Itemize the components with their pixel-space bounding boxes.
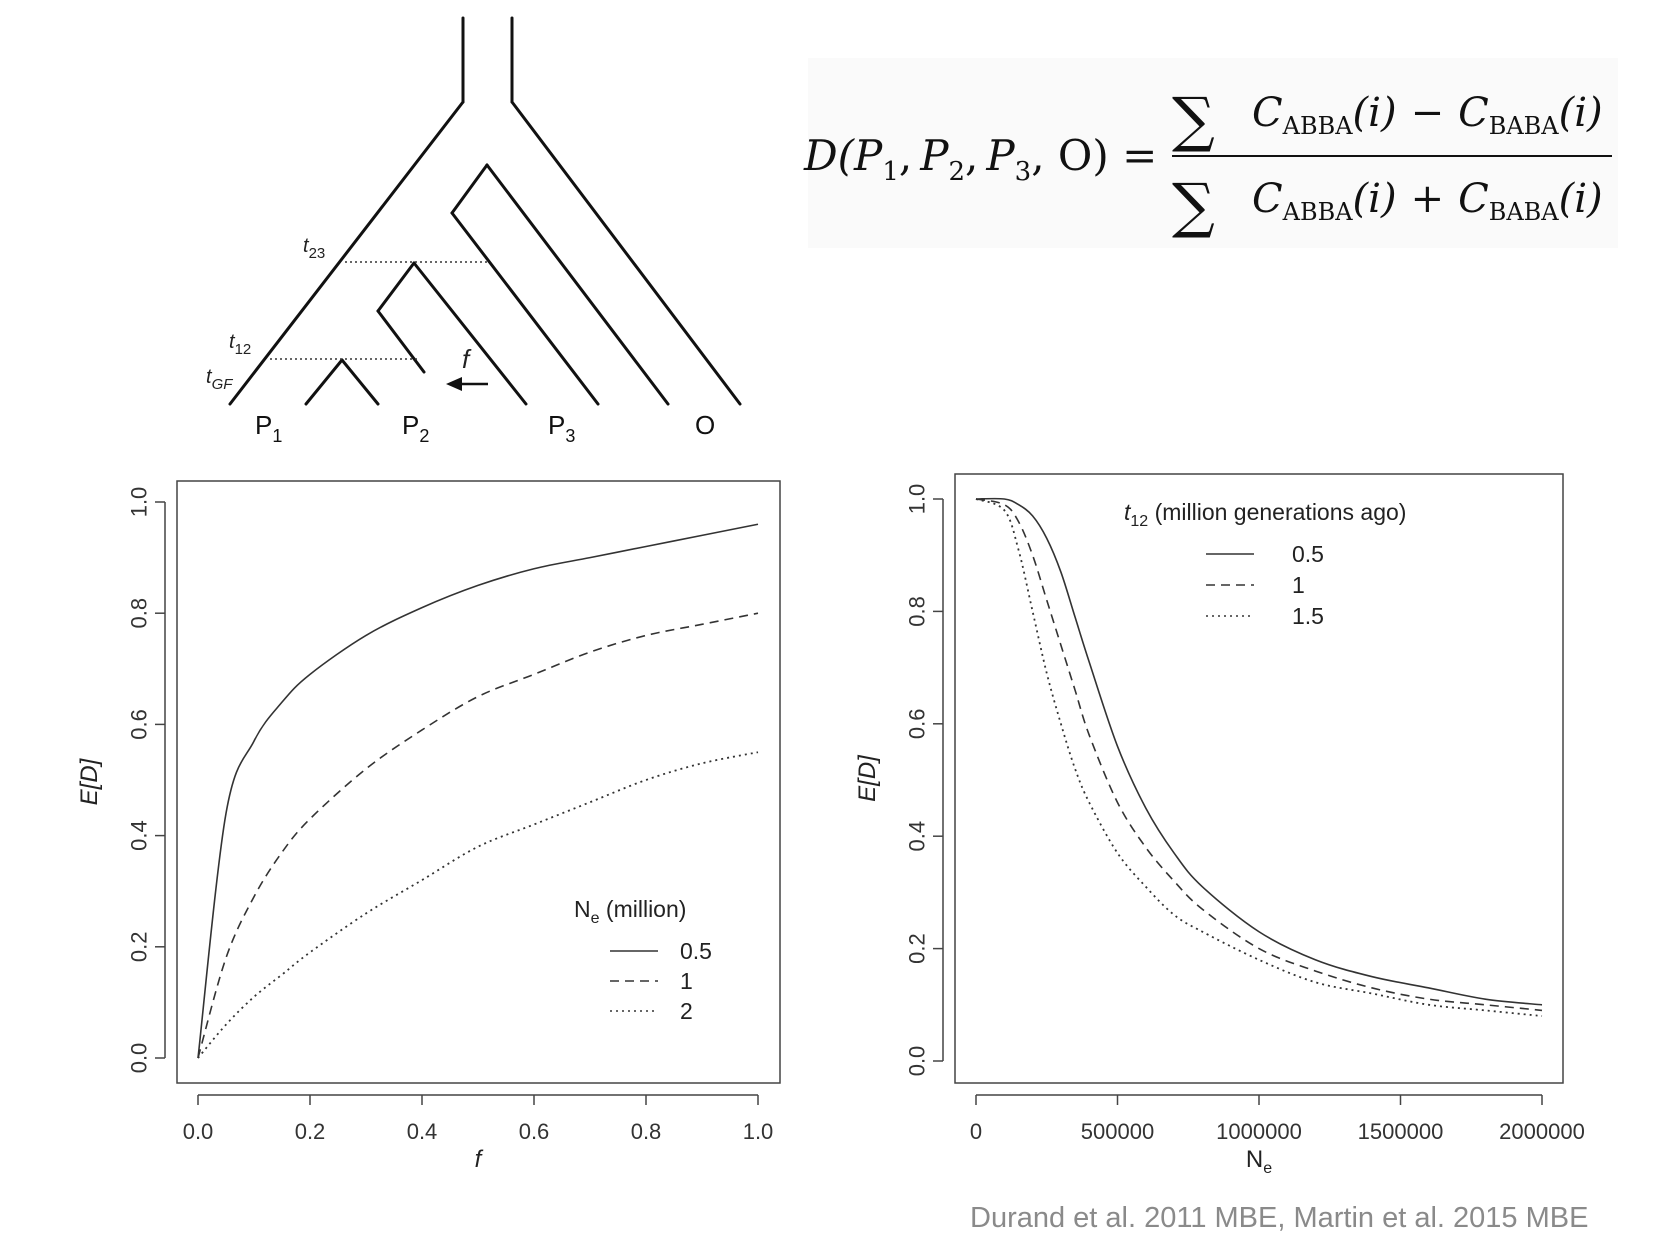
chart2-legend: t12 (million generations ago) 0.5 1 1.5 bbox=[1124, 499, 1406, 629]
chart1-legend-title: Ne (million) bbox=[574, 896, 686, 927]
tip-label-p3: P3 bbox=[548, 410, 575, 446]
chart2-y-axis-label: E[D] bbox=[854, 754, 881, 802]
legend-label-1: 1 bbox=[680, 968, 693, 994]
tip-labels: P1 P2 P3 O bbox=[255, 410, 715, 446]
legend-label-0.5: 0.5 bbox=[680, 938, 712, 964]
time-labels: t23 t12 tGF bbox=[206, 235, 325, 393]
tip-label-p2: P2 bbox=[402, 410, 429, 446]
numerator: CABBA(i) − CBABA(i) bbox=[1252, 90, 1603, 140]
denominator: CABBA(i) + CBABA(i) bbox=[1252, 176, 1603, 226]
tgf-label: tGF bbox=[206, 366, 233, 393]
chart1-x-axis-label: f bbox=[475, 1146, 484, 1173]
legend-label-1: 1 bbox=[1292, 572, 1305, 598]
plot-box bbox=[176, 480, 781, 1084]
d-statistic-formula: D(P1, P2, P3, O) = ∑ CABBA(i) − CBABA(i) ∑ C… bbox=[803, 58, 1618, 248]
branch-p2-right bbox=[412, 261, 528, 406]
t23-label: t23 bbox=[303, 235, 325, 262]
tip-label-o: O bbox=[695, 410, 715, 440]
legend-label-1.5: 1.5 bbox=[1292, 603, 1324, 629]
x-tick-label: 1.0 bbox=[743, 1119, 774, 1144]
chart1-ticks: 0.0 0.2 0.4 0.6 0.8 1.0 0.0 0.2 0.4 0.6 0.8 1.0 bbox=[127, 487, 774, 1144]
numerator-sigma: ∑ bbox=[1172, 85, 1215, 155]
branch-p1-inner-left bbox=[304, 358, 344, 406]
legend-label-2: 2 bbox=[680, 998, 693, 1024]
y-tick-label: 0.0 bbox=[905, 1046, 930, 1077]
chart-ed-vs-f: 0.0 0.2 0.4 0.6 0.8 1.0 0.0 0.2 0.4 0.6 0.8 1.0 f E… bbox=[76, 480, 781, 1173]
x-tick-label: 0.4 bbox=[407, 1119, 438, 1144]
chart2-series bbox=[975, 497, 1543, 1017]
y-tick-label: 0.0 bbox=[127, 1043, 152, 1074]
branch-p12-top bbox=[376, 261, 416, 313]
y-tick-label: 1.0 bbox=[127, 487, 152, 518]
chart1-plot-frame bbox=[176, 480, 781, 1084]
tip-label-p1: P1 bbox=[255, 410, 282, 446]
branch-p3-inner bbox=[485, 163, 670, 406]
x-tick-label: 1500000 bbox=[1358, 1119, 1444, 1144]
series-line-0.5 bbox=[975, 497, 1543, 1006]
formula-background bbox=[808, 58, 1618, 248]
y-tick-label: 0.8 bbox=[127, 598, 152, 629]
x-tick-label: 0.2 bbox=[295, 1119, 326, 1144]
chart2-legend-title: t12 (million generations ago) bbox=[1124, 499, 1406, 530]
branch-p1-inner-right bbox=[340, 358, 380, 406]
branch-p3-left bbox=[450, 211, 600, 406]
y-tick-label: 0.2 bbox=[127, 932, 152, 963]
gene-flow-arrow: f bbox=[446, 344, 488, 391]
chart-ed-vs-ne: 0 500000 1000000 1500000 2000000 0.0 0.2 0.4 0.6… bbox=[854, 473, 1585, 1177]
y-tick-label: 0.4 bbox=[905, 821, 930, 852]
x-tick-label: 0.0 bbox=[183, 1119, 214, 1144]
y-tick-label: 0.4 bbox=[127, 820, 152, 851]
t12-label: t12 bbox=[229, 331, 251, 358]
citation: Durand et al. 2011 MBE, Martin et al. 20… bbox=[970, 1202, 1589, 1234]
legend-label-0.5: 0.5 bbox=[1292, 541, 1324, 567]
y-tick-label: 0.2 bbox=[905, 933, 930, 964]
gene-flow-label: f bbox=[462, 344, 472, 374]
branch-p3-top bbox=[450, 163, 489, 215]
chart1-legend: Ne (million) 0.5 1 2 bbox=[574, 896, 712, 1024]
gene-flow-arrowhead bbox=[446, 377, 462, 391]
chart2-plot-frame bbox=[954, 473, 1564, 1084]
x-tick-label: 1000000 bbox=[1216, 1119, 1302, 1144]
x-tick-label: 0 bbox=[970, 1119, 982, 1144]
time-lines bbox=[270, 261, 490, 360]
x-tick-label: 500000 bbox=[1081, 1119, 1154, 1144]
series-line-1 bbox=[197, 612, 759, 1059]
series-line-0.5 bbox=[197, 523, 759, 1059]
y-tick-label: 0.6 bbox=[905, 709, 930, 740]
series-line-1.5 bbox=[975, 498, 1543, 1017]
y-tick-label: 1.0 bbox=[905, 484, 930, 515]
y-tick-label: 0.6 bbox=[127, 709, 152, 740]
chart1-y-axis-label: E[D] bbox=[76, 757, 103, 805]
chart2-x-axis-label: Ne bbox=[1246, 1146, 1272, 1177]
plot-box bbox=[954, 473, 1564, 1084]
branch-p2-left bbox=[376, 309, 426, 374]
denominator-sigma: ∑ bbox=[1172, 171, 1215, 241]
series-line-1 bbox=[975, 498, 1543, 1012]
chart2-ticks: 0 500000 1000000 1500000 2000000 0.0 0.2 0.4 0.6… bbox=[905, 484, 1585, 1144]
branch-p1-outer bbox=[228, 100, 465, 406]
phylogenetic-tree bbox=[228, 16, 742, 406]
x-tick-label: 2000000 bbox=[1499, 1119, 1585, 1144]
x-tick-label: 0.8 bbox=[631, 1119, 662, 1144]
y-tick-label: 0.8 bbox=[905, 596, 930, 627]
formula-lhs: D(P1, P2, P3, O) = bbox=[803, 131, 1157, 187]
x-tick-label: 0.6 bbox=[519, 1119, 550, 1144]
chart1-series bbox=[197, 523, 759, 1059]
branch-o-outer bbox=[510, 100, 742, 406]
